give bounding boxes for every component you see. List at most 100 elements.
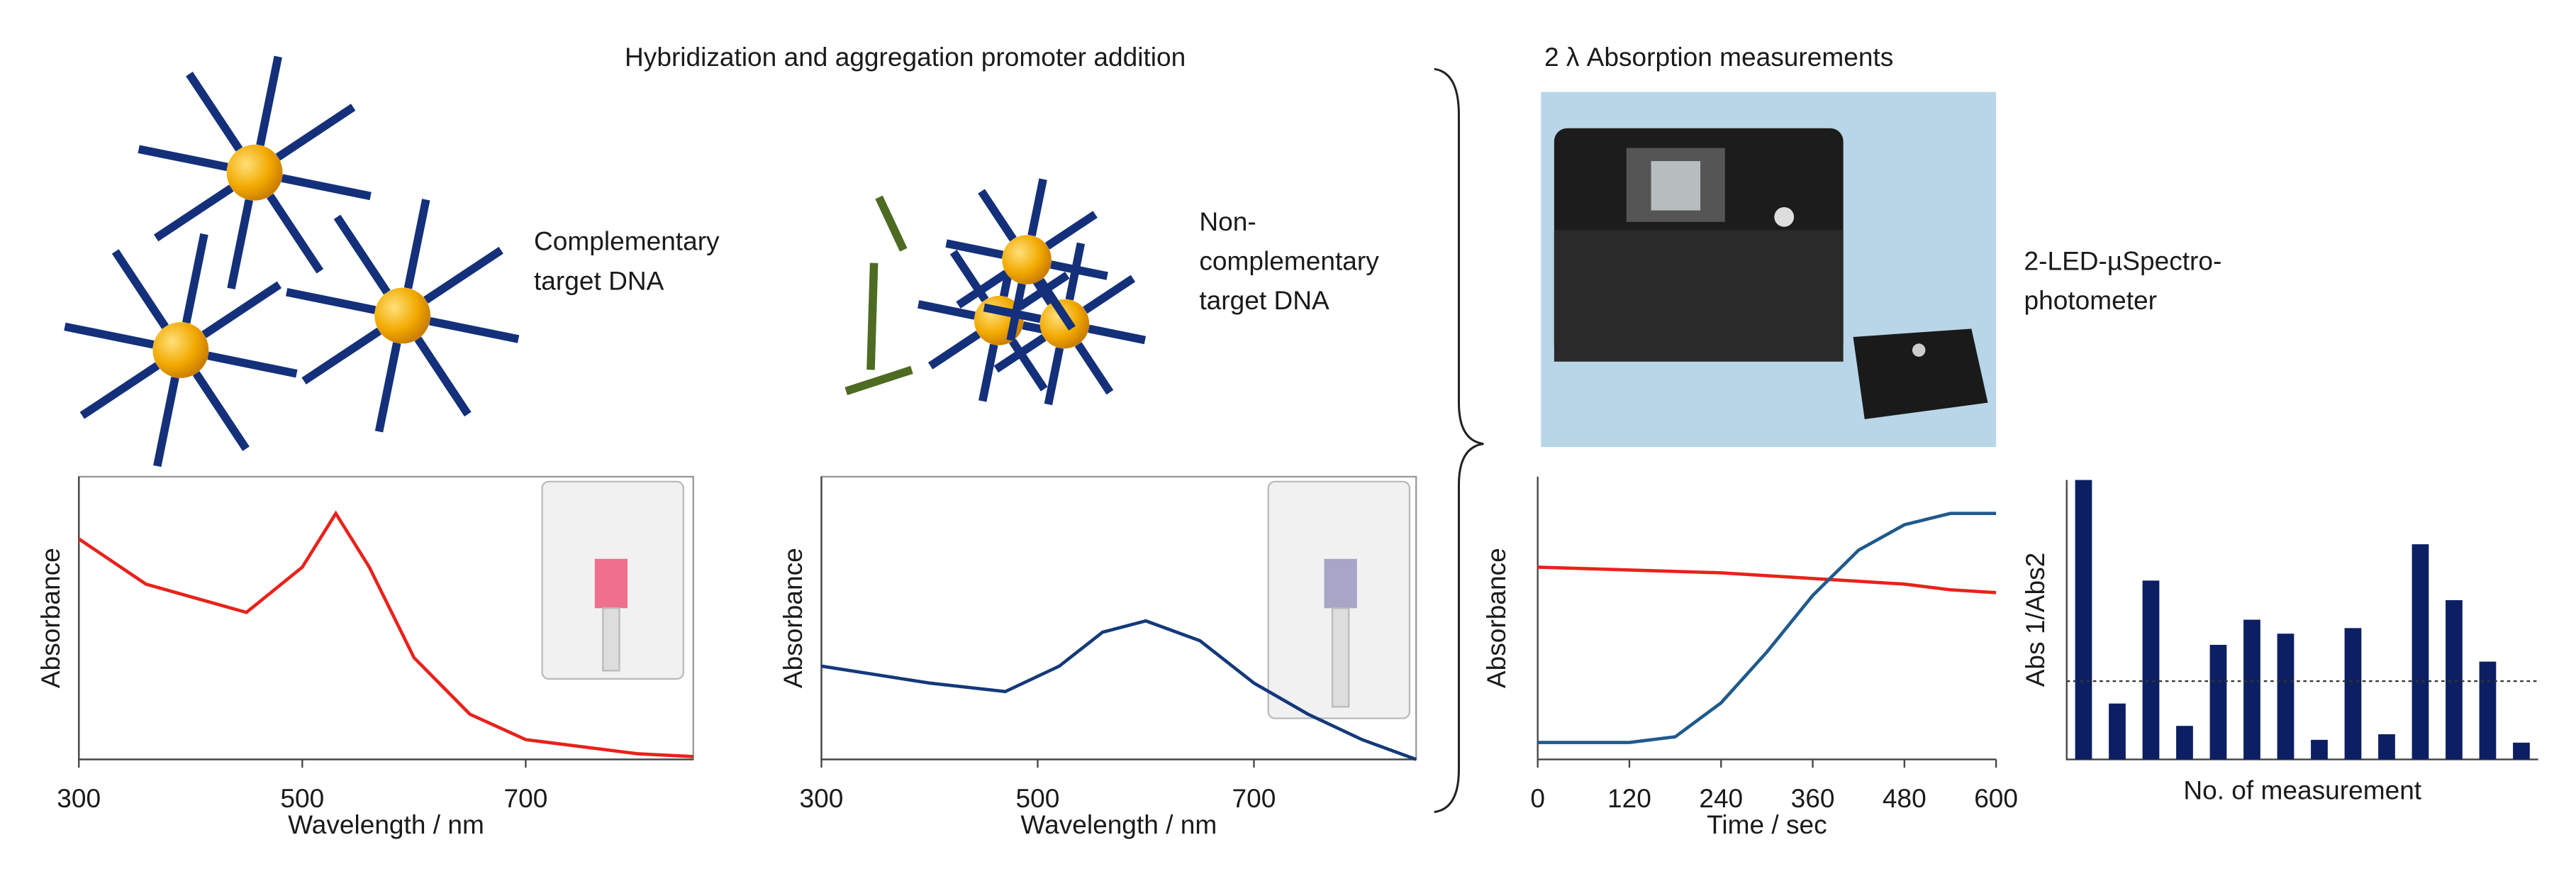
dna-strand	[267, 193, 324, 274]
bar	[2243, 619, 2260, 760]
x-tick-label: 0	[1530, 783, 1545, 813]
x-tick-label: 500	[1016, 783, 1060, 813]
dna-strand	[1088, 324, 1147, 345]
x-tick-label: 700	[1232, 783, 1276, 813]
dna-strand	[844, 365, 913, 395]
dna-strand	[918, 300, 976, 320]
y-axis-label: Absorbance	[35, 548, 65, 688]
device-photo	[1541, 92, 1997, 448]
x-axis-label: Wavelength / nm	[1020, 809, 1217, 839]
dna-strand	[374, 342, 401, 433]
brace	[1434, 67, 1484, 814]
x-tick-label: 360	[1791, 783, 1835, 813]
dna-strand	[138, 145, 228, 172]
data-line	[821, 619, 1417, 761]
x-tick-label: 600	[1974, 783, 2018, 813]
x-tick-label: 700	[504, 783, 548, 813]
x-tick-label: 240	[1699, 783, 1743, 813]
section-title: Hybridization and aggregation promoter a…	[625, 42, 1186, 72]
x-axis-label: Time / sec	[1707, 809, 1827, 839]
dna-strand	[1074, 342, 1114, 395]
x-tick-label: 300	[57, 783, 101, 813]
dna-strand	[182, 233, 208, 324]
dna-strand	[1009, 338, 1048, 392]
data-line	[1537, 565, 1997, 595]
dna-strand	[993, 333, 1047, 373]
bar	[2277, 634, 2295, 760]
dna-strand	[153, 184, 234, 242]
nanoparticle	[152, 322, 209, 378]
dna-strand	[207, 351, 298, 378]
nanoparticle	[374, 287, 431, 344]
dna-strand	[153, 376, 179, 468]
bar	[2513, 742, 2530, 760]
dna-strand	[256, 55, 282, 146]
x-axis-label: No. of measurement	[2183, 775, 2421, 805]
bar	[2176, 726, 2193, 760]
label: 2-LED-µSpectro-	[2024, 246, 2222, 276]
dna-strand	[201, 281, 282, 338]
x-tick-label: 120	[1607, 783, 1651, 813]
data-line	[77, 510, 693, 758]
dna-strand	[875, 195, 908, 252]
bar	[2109, 703, 2126, 760]
dna-strand	[79, 362, 160, 419]
bar	[2411, 544, 2429, 760]
dna-strand	[281, 174, 372, 201]
dna-strand	[333, 214, 391, 295]
dna-strand	[403, 199, 430, 289]
dna-strand	[1027, 178, 1047, 237]
dna-strand	[111, 249, 169, 329]
dna-strand	[1050, 260, 1108, 280]
dna-strand	[978, 343, 998, 402]
dna-strand	[956, 270, 1009, 309]
nanoparticle	[226, 144, 283, 201]
dna-strand	[978, 189, 1017, 242]
x-tick-label: 480	[1883, 783, 1927, 813]
dna-strand	[945, 239, 1004, 259]
dna-strand	[429, 317, 520, 343]
dna-strand	[286, 288, 377, 314]
bar	[2344, 628, 2362, 760]
bar	[2479, 661, 2497, 760]
dna-strand	[1044, 347, 1064, 406]
bar	[2378, 734, 2395, 760]
nanoparticle	[1002, 235, 1052, 284]
bar	[2446, 599, 2463, 760]
cuvette	[1267, 480, 1411, 719]
dna-strand	[192, 371, 250, 451]
label: complementary	[1199, 246, 1379, 276]
y-axis-label: Absorbance	[1481, 548, 1511, 688]
y-axis-label: Abs 1/Abs2	[2020, 553, 2050, 687]
dna-strand	[1006, 282, 1026, 341]
data-line	[1537, 512, 1997, 744]
dna-strand	[301, 327, 382, 385]
section-title: 2 λ Absorption measurements	[1544, 42, 1893, 72]
x-tick-label: 300	[800, 783, 844, 813]
y-axis-label: Absorbance	[778, 548, 808, 688]
label: target DNA	[534, 265, 664, 295]
label: photometer	[2024, 285, 2157, 315]
x-tick-label: 500	[280, 783, 324, 813]
dna-strand	[423, 246, 503, 304]
bar	[2142, 580, 2160, 760]
dna-strand	[1083, 275, 1136, 314]
dna-strand	[275, 104, 356, 161]
bar	[2075, 480, 2092, 760]
dna-strand	[186, 72, 243, 152]
dna-strand	[866, 262, 879, 370]
label: Non-	[1199, 206, 1256, 236]
cuvette	[541, 480, 685, 680]
bar	[2311, 739, 2328, 760]
label: Complementary	[534, 226, 720, 256]
dna-strand	[927, 331, 981, 370]
dna-strand	[1037, 277, 1076, 331]
dna-strand	[64, 322, 155, 349]
bar	[2209, 644, 2227, 760]
axis	[2065, 480, 2538, 761]
dna-strand	[414, 336, 472, 417]
dna-strand	[227, 199, 253, 289]
x-axis-label: Wavelength / nm	[288, 809, 484, 839]
